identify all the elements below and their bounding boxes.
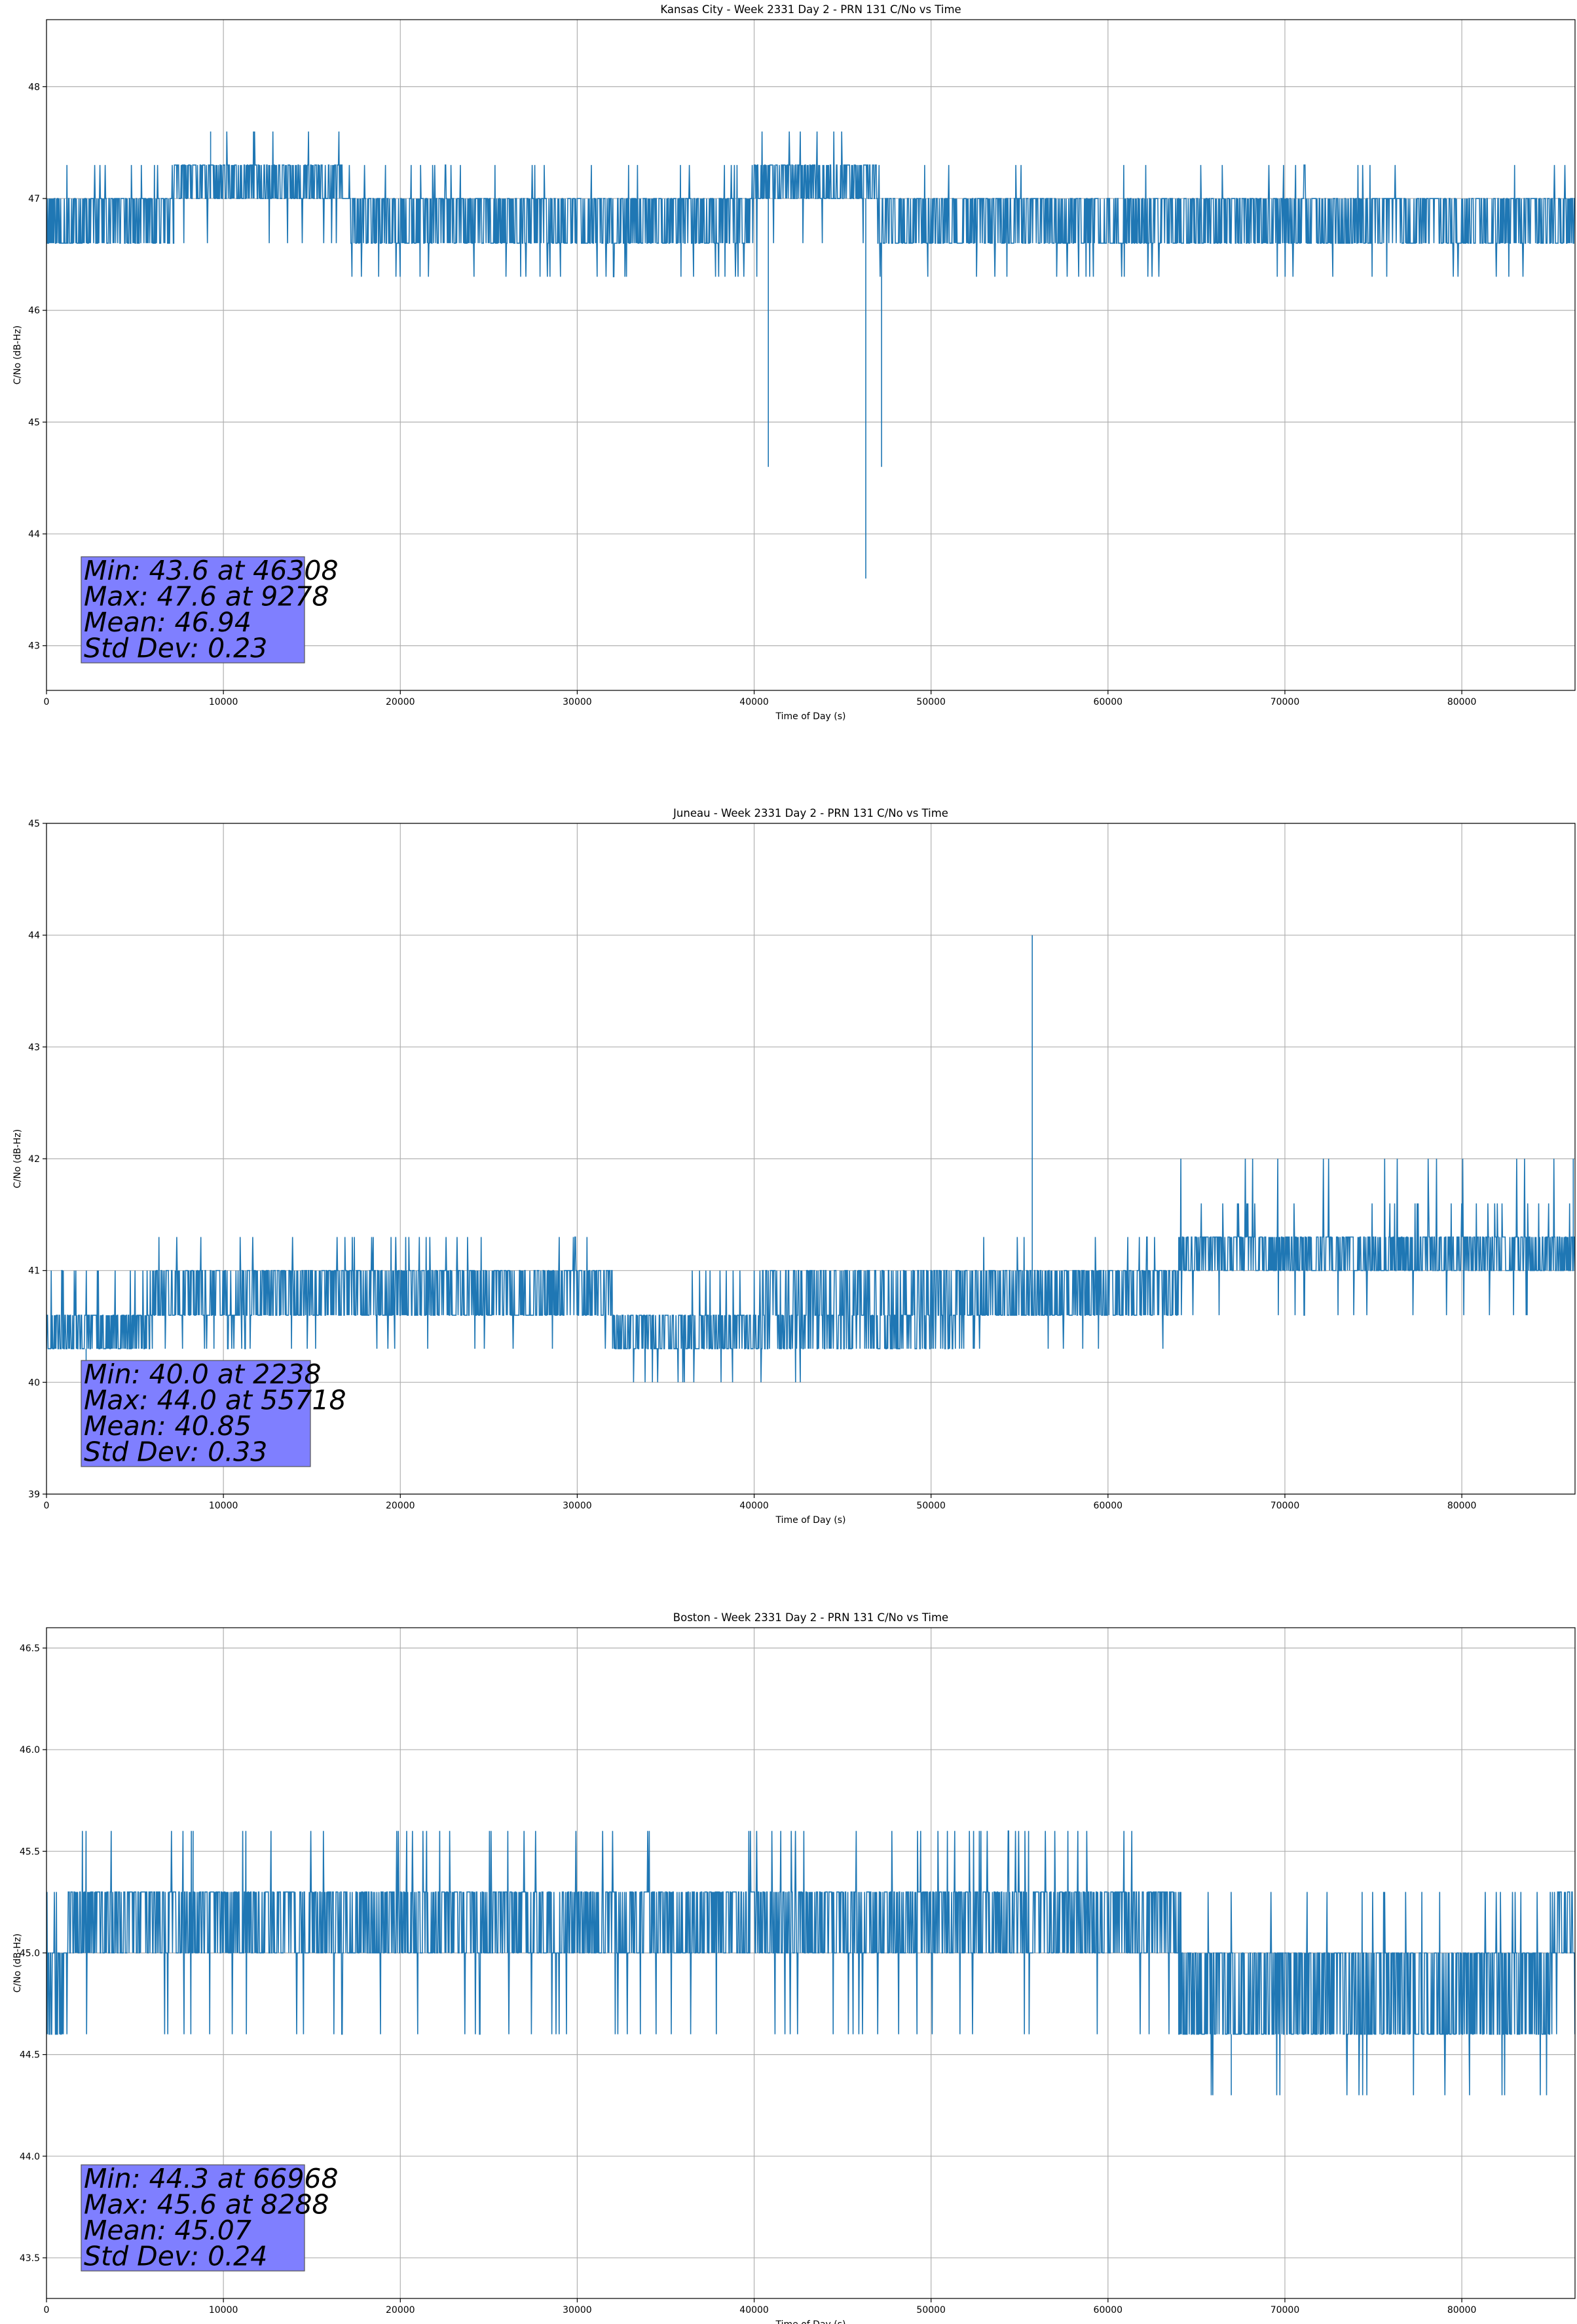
series-line-1 xyxy=(46,131,1575,579)
stats-line: Std Dev: 0.33 xyxy=(84,1436,267,1468)
x-tick-label: 40000 xyxy=(739,697,769,707)
y-tick-label: 43 xyxy=(28,1042,40,1053)
x-axis-label: Time of Day (s) xyxy=(775,2319,846,2324)
y-tick-label: 45 xyxy=(28,819,40,829)
x-tick-label: 50000 xyxy=(916,697,946,707)
chart-panel-1: 0 10000 20000 30000 40000 50000 60000 70000 8000… xyxy=(12,3,1576,722)
x-tick-label: 0 xyxy=(44,1501,50,1511)
x-tick-label: 80000 xyxy=(1447,697,1477,707)
y-tick-label: 46.0 xyxy=(20,1745,40,1755)
x-tick-label: 40000 xyxy=(739,2305,769,2315)
x-tick-label: 60000 xyxy=(1094,1501,1123,1511)
x-tick-label: 50000 xyxy=(916,2305,946,2315)
x-tick-label: 30000 xyxy=(563,697,592,707)
x-tick-label: 70000 xyxy=(1271,2305,1300,2315)
stats-line: Mean: 45.07 xyxy=(84,2215,251,2246)
y-tick-label: 46 xyxy=(28,306,40,316)
x-tick-label: 80000 xyxy=(1447,2305,1477,2315)
x-tick-label: 50000 xyxy=(916,1501,946,1511)
x-tick-label: 60000 xyxy=(1094,2305,1123,2315)
x-tick-label: 70000 xyxy=(1271,1501,1300,1511)
y-tick-label: 45.5 xyxy=(20,1846,40,1857)
x-axis-label: Time of Day (s) xyxy=(775,711,846,722)
y-tick-label: 45 xyxy=(28,417,40,428)
y-tick-label: 42 xyxy=(28,1154,40,1165)
x-tick-label: 20000 xyxy=(386,697,415,707)
x-tick-label: 20000 xyxy=(386,1501,415,1511)
series-line-1 xyxy=(46,1830,1575,2095)
y-tick-label: 44.5 xyxy=(20,2050,40,2061)
stats-box xyxy=(81,1360,311,1467)
x-tick-label: 30000 xyxy=(563,1501,592,1511)
x-tick-label: 30000 xyxy=(563,2305,592,2315)
stats-line: Std Dev: 0.23 xyxy=(84,633,267,664)
x-tick-label: 20000 xyxy=(386,2305,415,2315)
y-tick-label: 43.5 xyxy=(20,2253,40,2264)
chart-title: Boston - Week 2331 Day 2 - PRN 131 C/No … xyxy=(673,1611,948,1624)
x-axis-label: Time of Day (s) xyxy=(775,1515,846,1526)
chart-panel-2: 0 10000 20000 30000 40000 50000 60000 70000 8000… xyxy=(12,807,1576,1526)
y-tick-label: 40 xyxy=(28,1378,40,1388)
y-tick-label: 47 xyxy=(28,194,40,204)
x-tick-label: 10000 xyxy=(209,1501,238,1511)
stats-line: Mean: 40.85 xyxy=(84,1410,251,1442)
x-tick-label: 70000 xyxy=(1271,697,1300,707)
plot-frame xyxy=(46,1627,1576,2299)
y-tick-label: 44 xyxy=(28,529,40,540)
series-line-1 xyxy=(46,935,1575,1383)
stats-box xyxy=(81,556,305,664)
stats-line: Min: 43.6 at 46308 xyxy=(84,555,339,586)
x-tick-label: 80000 xyxy=(1447,1501,1477,1511)
x-tick-label: 10000 xyxy=(209,697,238,707)
y-tick-label: 45.0 xyxy=(20,1948,40,1959)
y-tick-label: 39 xyxy=(28,1490,40,1500)
chart-panel-3: 0 10000 20000 30000 40000 50000 60000 70000 8000… xyxy=(12,1611,1576,2324)
x-tick-label: 0 xyxy=(44,2305,50,2315)
x-tick-label: 10000 xyxy=(209,2305,238,2315)
y-tick-label: 46.5 xyxy=(20,1643,40,1654)
stats-line: Max: 45.6 at 8288 xyxy=(84,2189,329,2221)
stats-line: Min: 40.0 at 2238 xyxy=(84,1359,322,1390)
chart-title: Juneau - Week 2331 Day 2 - PRN 131 C/No … xyxy=(673,807,948,819)
stats-line: Mean: 46.94 xyxy=(84,607,251,638)
x-tick-label: 40000 xyxy=(739,1501,769,1511)
stats-box xyxy=(81,2164,305,2272)
stats-line: Max: 44.0 at 55718 xyxy=(84,1385,346,1416)
y-axis-label: C/No (dB-Hz) xyxy=(12,1129,23,1188)
y-axis-label: C/No (dB-Hz) xyxy=(12,326,23,384)
y-axis-label: C/No (dB-Hz) xyxy=(12,1934,23,1993)
y-tick-label: 43 xyxy=(28,641,40,652)
x-tick-label: 60000 xyxy=(1094,697,1123,707)
y-tick-label: 44 xyxy=(28,931,40,941)
stats-line: Max: 47.6 at 9278 xyxy=(84,581,329,612)
y-tick-label: 48 xyxy=(28,82,40,92)
stats-line: Std Dev: 0.24 xyxy=(84,2241,267,2272)
x-tick-label: 0 xyxy=(44,697,50,707)
plot-frame xyxy=(46,19,1576,691)
y-tick-label: 41 xyxy=(28,1266,40,1277)
chart-title: Kansas City - Week 2331 Day 2 - PRN 131 … xyxy=(660,3,961,16)
stats-line: Min: 44.3 at 66968 xyxy=(84,2163,339,2194)
y-tick-label: 44.0 xyxy=(20,2152,40,2162)
